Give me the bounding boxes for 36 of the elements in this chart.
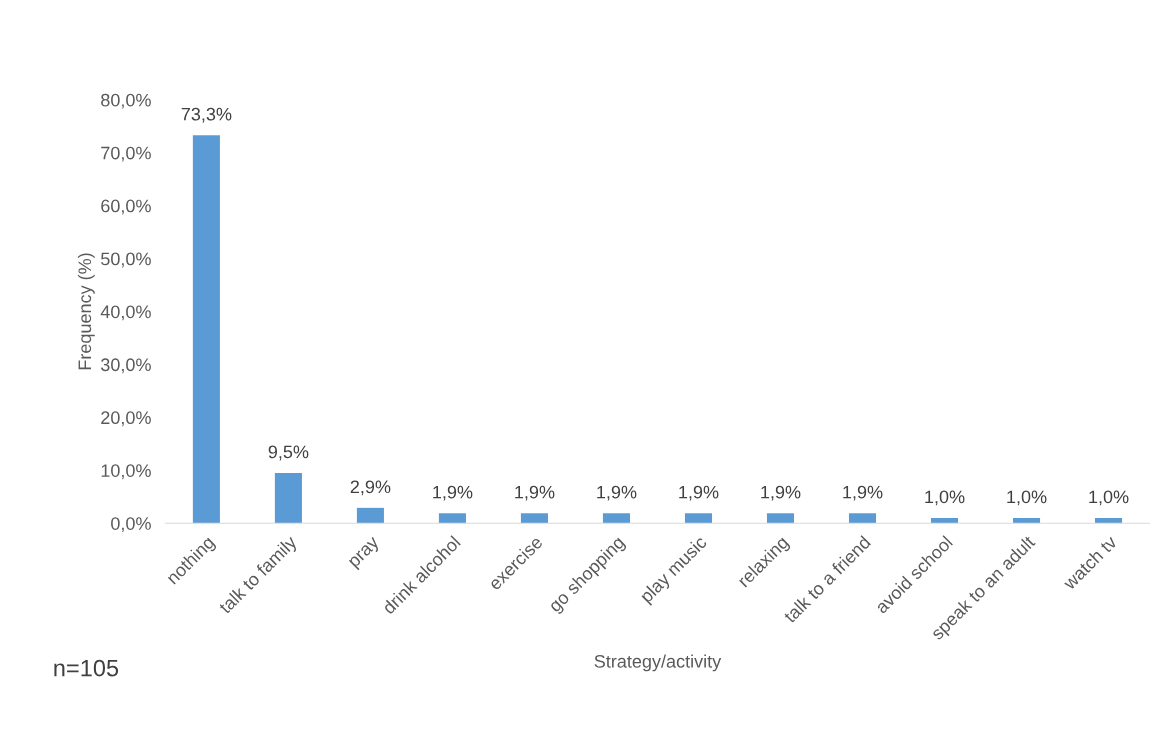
- y-tick-label: 10,0%: [101, 464, 151, 480]
- y-tick-label: 40,0%: [100, 305, 151, 321]
- bar: [684, 513, 712, 524]
- x-axis-title: Strategy/activity: [594, 654, 722, 672]
- data-label: 1,9%: [515, 485, 555, 501]
- data-label: 1,9%: [679, 485, 719, 501]
- data-label: 1,9%: [433, 485, 473, 501]
- y-tick-label: 60,0%: [101, 199, 151, 215]
- data-label: 73,3%: [181, 107, 232, 123]
- text: n=105: [54, 659, 119, 677]
- bar: [1012, 517, 1041, 524]
- data-label: 1,0%: [1007, 490, 1047, 506]
- y-tick-label: 80,0%: [101, 93, 151, 109]
- data-label: 1,9%: [843, 485, 883, 501]
- bar: [438, 513, 466, 524]
- bar: [192, 135, 220, 524]
- y-tick-label: 30,0%: [101, 358, 151, 374]
- data-label: 1,9%: [761, 485, 801, 501]
- bar: [520, 513, 548, 524]
- y-axis-title: Frequency (%): [77, 253, 95, 370]
- bar: [274, 472, 302, 524]
- y-tick-label: 70,0%: [101, 146, 151, 162]
- y-tick-label: 0,0%: [111, 517, 151, 533]
- y-tick-label: 50,0%: [101, 252, 151, 268]
- bar: [930, 517, 959, 524]
- data-label: 1,9%: [597, 485, 637, 501]
- data-label: 2,9%: [350, 480, 391, 496]
- bar: [602, 513, 630, 524]
- data-label: 1,0%: [925, 490, 965, 506]
- bar: [356, 507, 384, 524]
- bar: [1095, 517, 1123, 524]
- bar: [766, 513, 795, 524]
- bar: [848, 513, 877, 524]
- data-label: 9,5%: [268, 445, 309, 461]
- data-label: 1,0%: [1089, 490, 1129, 506]
- y-tick-label: 20,0%: [101, 411, 151, 427]
